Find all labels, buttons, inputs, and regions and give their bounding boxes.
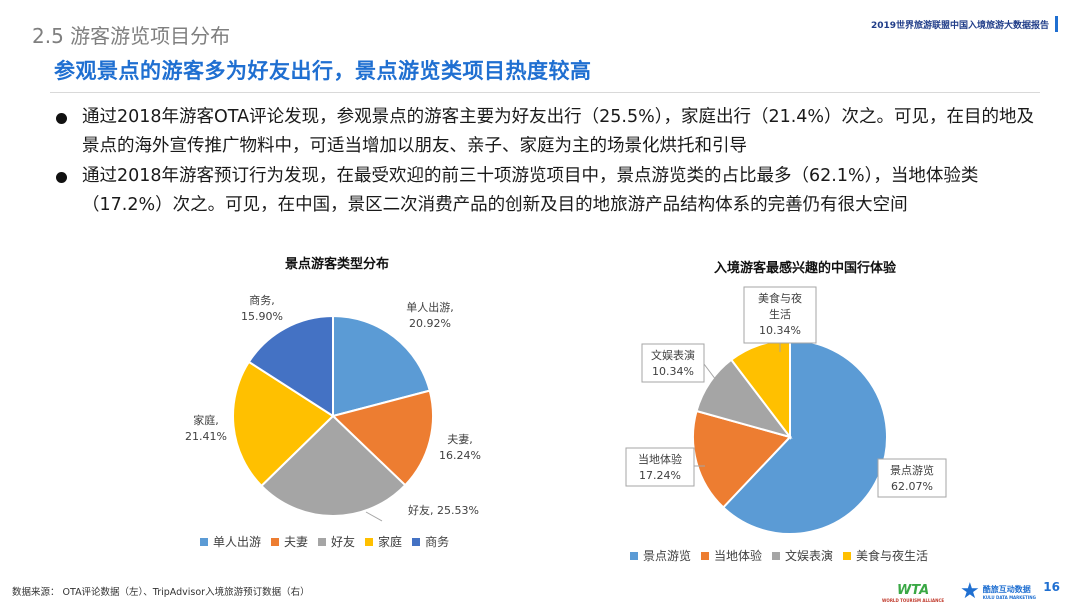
legend-0-item: 商务 <box>412 533 449 550</box>
pie-1-label-box-1 <box>625 447 695 487</box>
legend-1-label: 文娱表演 <box>785 549 834 563</box>
legend-1-swatch-icon <box>701 551 710 560</box>
data-source-note: 数据来源： OTA评论数据（左）、TripAdvisor入境旅游预订数据（右） <box>12 587 310 598</box>
pie-1-slice-1 <box>692 409 792 509</box>
pie-0-slice-1 <box>331 389 434 487</box>
report-title: 2019世界旅游联盟中国入境旅游大数据报告 <box>871 16 1058 32</box>
legend-0-item: 单人出游 <box>200 533 261 550</box>
pie-0-label-0-line-1: 20.92% <box>409 317 451 330</box>
pie-1-label-0-line-0: 景点游览 <box>890 463 934 477</box>
pie-1-label-3-line-2: 10.34% <box>759 324 801 337</box>
pie-1-leader-line-2 <box>703 363 717 381</box>
pie-0-slice-3 <box>232 360 335 488</box>
kulu-data-logo: ★ 酷旅互动数据 KULU DATA MARKETING <box>960 581 1036 603</box>
legend-0-item: 家庭 <box>365 533 402 550</box>
legend-0-swatch-icon <box>412 537 421 546</box>
pie-1-label-box-2 <box>641 343 705 383</box>
pie-1-label-3-line-1: 生活 <box>769 307 791 321</box>
legend-1-item: 景点游览 <box>630 547 691 564</box>
pie-0-label-4-line-0: 商务, <box>249 293 275 307</box>
legend-1-label: 美食与夜生活 <box>856 549 929 563</box>
legend-1-swatch-icon <box>772 551 781 560</box>
legend-1-item: 美食与夜生活 <box>843 547 928 564</box>
pie-0-label-1-line-1: 16.24% <box>439 449 481 462</box>
pie-chart-right <box>692 338 888 535</box>
headline-divider <box>50 92 1040 93</box>
bullet-item: 通过2018年游客OTA评论发现，参观景点的游客主要为好友出行（25.5%），家… <box>52 103 1042 161</box>
legend-0-label: 好友 <box>331 535 356 549</box>
pie-0-slice-4 <box>247 314 334 418</box>
wta-logo: WTA WORLD TOURISM ALLIANCE <box>882 583 944 603</box>
pie-0-label-2-line-0: 好友, 25.53% <box>408 503 479 517</box>
pie-0-label-3-line-0: 家庭, <box>193 413 219 427</box>
pie-0-label-3-line-1: 21.41% <box>185 430 227 443</box>
pie-0-label-0-line-0: 单人出游, <box>406 300 454 314</box>
section-title: 2.5 游客游览项目分布 <box>32 24 231 48</box>
bullet-text: 通过2018年游客OTA评论发现，参观景点的游客主要为好友出行（25.5%），家… <box>82 107 1035 156</box>
pie-chart-left <box>232 314 434 517</box>
kulu-logo-name: 酷旅互动数据 <box>982 585 1031 594</box>
legend-1-swatch-icon <box>630 551 638 560</box>
wta-logo-sub: WORLD TOURISM ALLIANCE <box>882 598 945 603</box>
pie-right-labels: 景点游览 62.07% 当地体验 17.24% 文娱表演 10.34% 美食与夜生活 10.3… <box>625 286 947 498</box>
page-number: 16 <box>1043 580 1060 594</box>
legend-1-label: 当地体验 <box>714 549 763 563</box>
pie-1-label-0-line-1: 62.07% <box>891 480 933 493</box>
headline: 参观景点的游客多为好友出行，景点游览类项目热度较高 <box>54 59 592 83</box>
pie-0-label-4-line-1: 15.90% <box>241 310 283 323</box>
legend-0-label: 单人出游 <box>213 535 262 549</box>
legend-0-swatch-icon <box>271 537 280 546</box>
legend-0-swatch-icon <box>365 537 374 546</box>
legend-0-swatch-icon <box>318 537 327 546</box>
pie-0-leader-line-2 <box>365 511 383 522</box>
legend-0-label: 商务 <box>425 535 450 549</box>
report-title-bar <box>1055 16 1058 32</box>
legend-0-item: 夫妻 <box>271 533 308 550</box>
bullet-item: 通过2018年游客预订行为发现，在最受欢迎的前三十项游览项目中，景点游览类的占比… <box>52 162 1042 220</box>
legend-0-label: 夫妻 <box>284 535 309 549</box>
pie-1-label-1-line-1: 17.24% <box>639 469 681 482</box>
bullet-list: 通过2018年游客OTA评论发现，参观景点的游客主要为好友出行（25.5%），家… <box>52 103 1042 221</box>
chart-left-title: 景点游客类型分布 <box>284 257 389 272</box>
pie-0-slice-0 <box>332 314 431 418</box>
report-title-text: 2019世界旅游联盟中国入境旅游大数据报告 <box>870 20 1049 31</box>
pie-1-label-2-line-1: 10.34% <box>652 365 694 378</box>
legend-1-swatch-icon <box>843 551 852 560</box>
pie-0-slice-2 <box>260 414 407 517</box>
legend-0-label: 家庭 <box>378 535 403 549</box>
pie-0-label-1-line-0: 夫妻, <box>447 433 473 446</box>
pie-1-label-2-line-0: 文娱表演 <box>651 348 695 362</box>
legend-1-label: 景点游览 <box>643 549 692 563</box>
legend-0-item: 好友 <box>318 533 355 550</box>
bullet-text: 通过2018年游客预订行为发现，在最受欢迎的前三十项游览项目中，景点游览类的占比… <box>82 166 979 215</box>
bullet-dot-icon <box>56 113 67 124</box>
chart-right-title: 入境游客最感兴趣的中国行体验 <box>713 261 896 276</box>
chart-left-legend: 单人出游 夫妻 好友 家庭 商务 <box>200 533 449 550</box>
kulu-star-icon: ★ <box>960 579 980 604</box>
legend-0-swatch-icon <box>200 537 208 546</box>
wta-logo-mark: WTA <box>896 583 930 598</box>
legend-1-item: 当地体验 <box>701 547 762 564</box>
pie-1-label-box-0 <box>877 458 947 498</box>
pie-1-label-1-line-0: 当地体验 <box>638 452 682 466</box>
pie-1-label-box-3 <box>743 286 817 344</box>
chart-right-legend: 景点游览 当地体验 文娱表演 美食与夜生活 <box>630 547 928 564</box>
bullet-dot-icon <box>56 172 67 183</box>
pie-left-labels: 单人出游, 20.92% 夫妻, 16.24% 好友, 25.53% 家庭, 21.41% 商… <box>185 293 481 522</box>
kulu-logo-sub: KULU DATA MARKETING <box>982 595 1036 600</box>
legend-1-item: 文娱表演 <box>772 547 833 564</box>
pie-1-label-3-line-0: 美食与夜 <box>758 291 802 305</box>
